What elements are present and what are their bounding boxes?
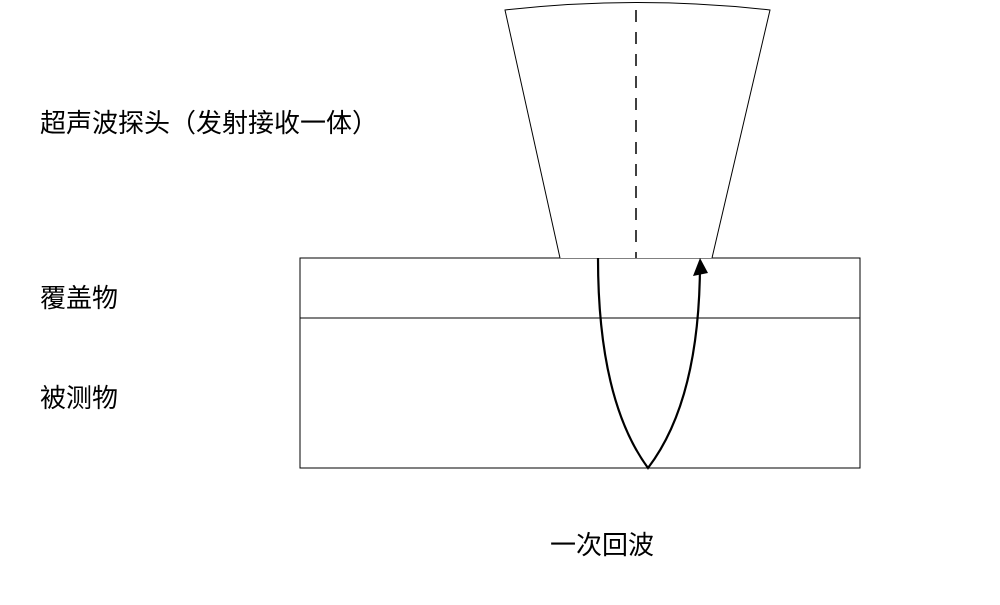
echo-curve <box>598 258 700 468</box>
probe-label: 超声波探头（发射接收一体） <box>40 103 378 140</box>
covering-rect <box>300 258 860 318</box>
measured-label: 被测物 <box>40 378 118 415</box>
echo-label: 一次回波 <box>550 525 654 562</box>
probe-outline <box>505 3 770 259</box>
echo-arrowhead <box>693 258 708 276</box>
covering-label: 覆盖物 <box>40 278 118 315</box>
measured-rect <box>300 318 860 468</box>
schematic-diagram <box>0 0 1000 605</box>
